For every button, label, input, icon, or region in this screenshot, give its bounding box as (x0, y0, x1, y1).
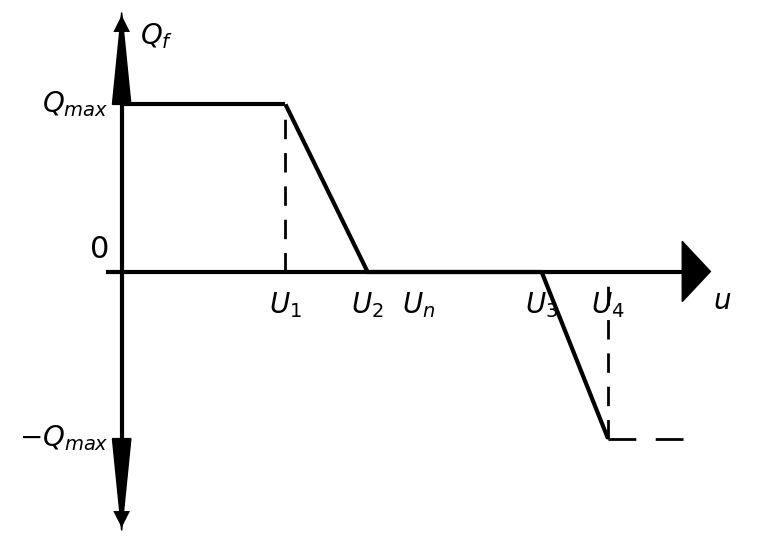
Text: $0$: $0$ (89, 234, 109, 265)
Text: $U_1$: $U_1$ (269, 290, 302, 320)
Text: $Q_f$: $Q_f$ (140, 21, 173, 50)
Text: $Q_{max}$: $Q_{max}$ (43, 90, 109, 119)
Text: $U_3$: $U_3$ (525, 290, 558, 320)
Text: $-Q_{max}$: $-Q_{max}$ (19, 424, 109, 453)
Polygon shape (113, 12, 131, 104)
Text: $U_n$: $U_n$ (402, 290, 435, 320)
Text: $u$: $u$ (713, 288, 731, 315)
Text: $U_2$: $U_2$ (351, 290, 384, 320)
Polygon shape (113, 439, 131, 531)
Text: $U_4$: $U_4$ (591, 290, 625, 320)
Polygon shape (682, 242, 710, 301)
